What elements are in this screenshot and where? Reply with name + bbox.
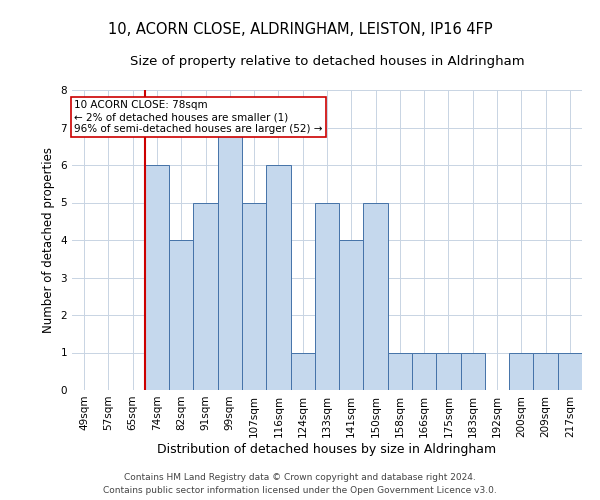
Bar bbox=[218, 128, 242, 390]
Bar bbox=[193, 202, 218, 390]
Bar bbox=[436, 352, 461, 390]
Text: 10 ACORN CLOSE: 78sqm
← 2% of detached houses are smaller (1)
96% of semi-detach: 10 ACORN CLOSE: 78sqm ← 2% of detached h… bbox=[74, 100, 323, 134]
Text: Contains public sector information licensed under the Open Government Licence v3: Contains public sector information licen… bbox=[103, 486, 497, 495]
Bar bbox=[364, 202, 388, 390]
Bar bbox=[533, 352, 558, 390]
Bar bbox=[242, 202, 266, 390]
Title: Size of property relative to detached houses in Aldringham: Size of property relative to detached ho… bbox=[130, 55, 524, 68]
Bar bbox=[412, 352, 436, 390]
Bar bbox=[509, 352, 533, 390]
Bar bbox=[315, 202, 339, 390]
Bar bbox=[461, 352, 485, 390]
Bar bbox=[169, 240, 193, 390]
Bar bbox=[290, 352, 315, 390]
Text: 10, ACORN CLOSE, ALDRINGHAM, LEISTON, IP16 4FP: 10, ACORN CLOSE, ALDRINGHAM, LEISTON, IP… bbox=[107, 22, 493, 38]
Text: Contains HM Land Registry data © Crown copyright and database right 2024.: Contains HM Land Registry data © Crown c… bbox=[124, 474, 476, 482]
Bar bbox=[145, 165, 169, 390]
Bar bbox=[558, 352, 582, 390]
Bar bbox=[339, 240, 364, 390]
X-axis label: Distribution of detached houses by size in Aldringham: Distribution of detached houses by size … bbox=[157, 442, 497, 456]
Y-axis label: Number of detached properties: Number of detached properties bbox=[42, 147, 55, 333]
Bar bbox=[266, 165, 290, 390]
Bar bbox=[388, 352, 412, 390]
